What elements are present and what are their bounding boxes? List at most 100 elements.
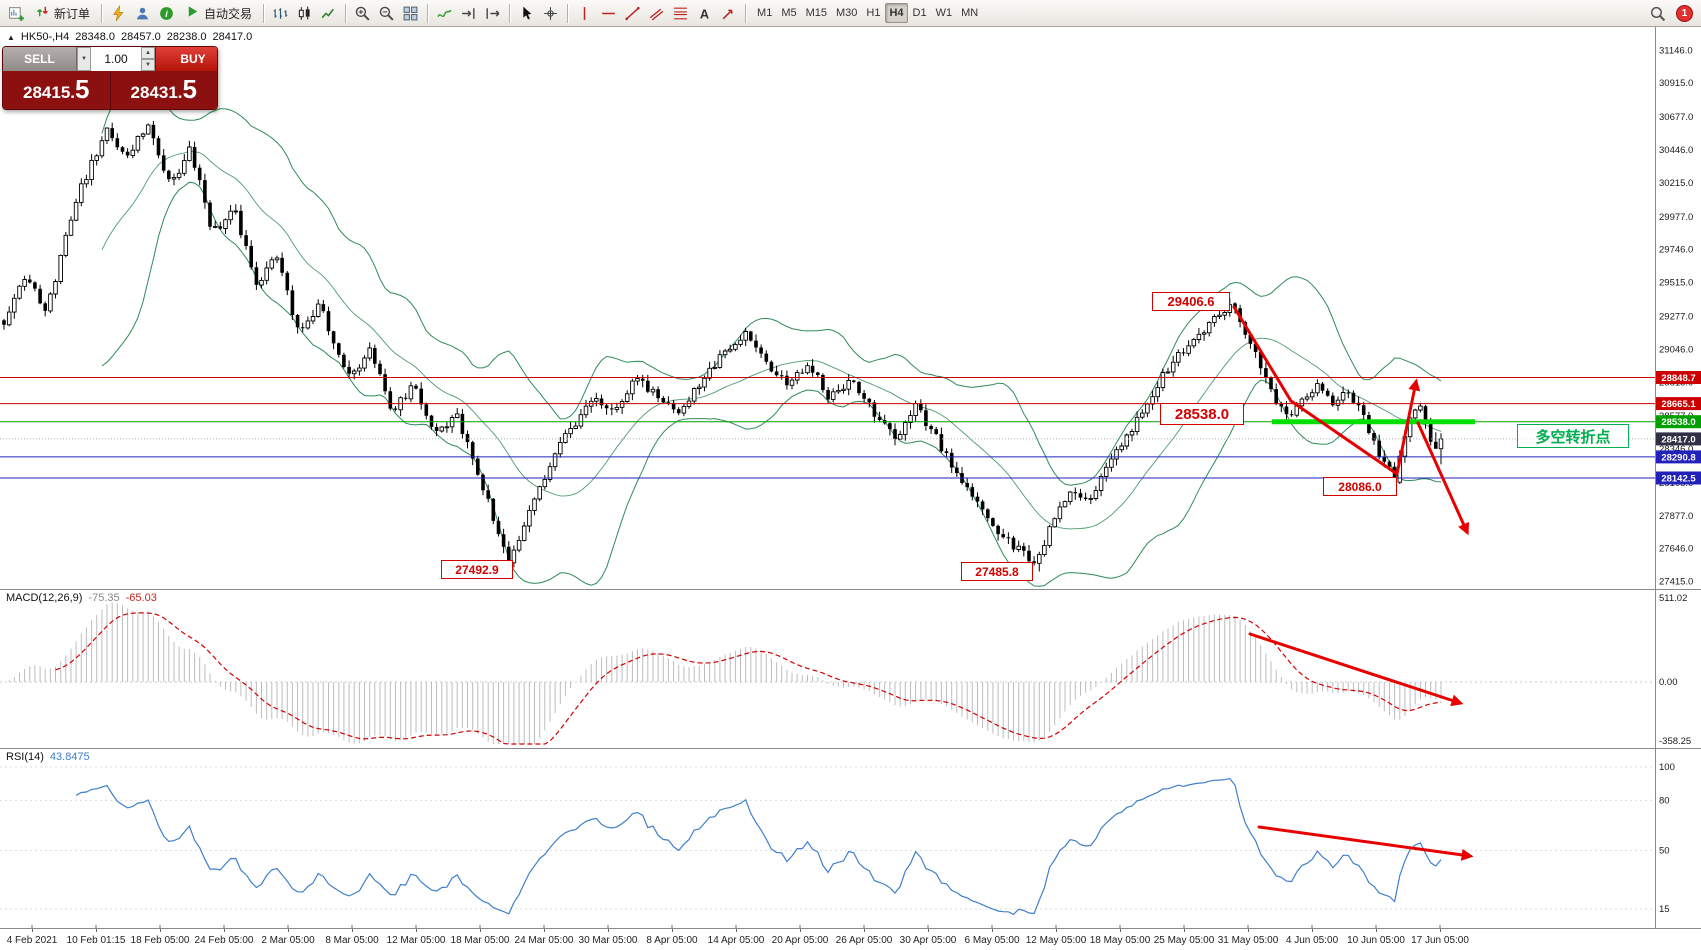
ohlc-high: 28457.0 (120, 31, 161, 43)
toolbar-separator (345, 3, 347, 23)
volume-decrease-button[interactable]: ▼ (77, 47, 91, 71)
time-axis-tick (864, 929, 865, 932)
volume-decrease-button-2[interactable]: ▼ (141, 59, 155, 71)
svg-text:29977.0: 29977.0 (1659, 212, 1693, 223)
auto-scroll-icon[interactable] (457, 2, 480, 24)
time-axis-tick (736, 929, 737, 932)
timeframe-h4-button[interactable]: H4 (885, 3, 908, 23)
svg-text:28142.5: 28142.5 (1661, 474, 1696, 485)
svg-text:30915.0: 30915.0 (1659, 78, 1693, 89)
timeframe-m1-button[interactable]: M1 (753, 3, 776, 23)
pivot-note[interactable]: 多空转折点 (1517, 424, 1629, 448)
time-axis-label: 18 Mar 05:00 (450, 935, 510, 946)
svg-text:30215.0: 30215.0 (1659, 178, 1693, 189)
arrows-tool-icon[interactable] (717, 2, 740, 24)
volume-increase-button[interactable]: ▲ (141, 47, 155, 59)
volume-spinner-left: ▼ (77, 47, 91, 71)
notification-badge[interactable]: 1 (1676, 4, 1693, 22)
line-chart-icon[interactable] (317, 2, 340, 24)
key-level-label[interactable]: 28538.0 (1160, 403, 1244, 425)
autotrade-button[interactable]: 自动交易 (179, 2, 258, 24)
time-axis-tick (160, 929, 161, 932)
svg-text:A: A (700, 6, 709, 21)
metaeditor-lightning-icon[interactable] (107, 2, 130, 24)
candle-chart-icon[interactable] (293, 2, 316, 24)
timeframe-h1-button[interactable]: H1 (862, 3, 884, 23)
time-axis-label: 24 Feb 05:00 (194, 935, 254, 946)
pullback-low-label[interactable]: 28086.0 (1323, 477, 1397, 496)
timeframe-m30-button[interactable]: M30 (832, 3, 861, 23)
march-low-label[interactable]: 27492.9 (441, 560, 513, 579)
buy-button[interactable]: BUY (155, 47, 217, 71)
svg-text:29046.0: 29046.0 (1659, 344, 1693, 355)
time-axis-tick (800, 929, 801, 932)
zoom-in-icon[interactable] (351, 2, 374, 24)
symbol-info: ▲ HK50-,H4 28348.0 28457.0 28238.0 28417… (7, 31, 252, 43)
toolbar-main: 新订单 i 自动交易 A M1 M5 M15 M30 H1 H4 D1 W1 MN (5, 2, 982, 24)
buy-price-display[interactable]: 28431. 5 (130, 74, 197, 104)
time-axis-label: 10 Jun 05:00 (1347, 935, 1405, 946)
trade-panel-prices: 28415. 5 28431. 5 (3, 71, 217, 109)
horizontal-line-icon[interactable] (597, 2, 620, 24)
swing-high-label[interactable]: 29406.6 (1152, 292, 1230, 311)
timeframe-m15-button[interactable]: M15 (802, 3, 831, 23)
cursor-icon[interactable] (515, 2, 538, 24)
indicators-icon[interactable] (433, 2, 456, 24)
time-axis[interactable]: 4 Feb 2021 10 Feb 01:15 18 Feb 05:00 24 Feb… (0, 928, 1701, 950)
time-axis-label: 30 Mar 05:00 (578, 935, 638, 946)
fibonacci-icon[interactable] (669, 2, 692, 24)
toolbar: 新订单 i 自动交易 A M1 M5 M15 M30 H1 H4 D1 W1 MN 1 (0, 0, 1701, 27)
trendline-icon[interactable] (621, 2, 644, 24)
time-axis-label: 2 Mar 05:00 (261, 935, 315, 946)
svg-text:27415.0: 27415.0 (1659, 577, 1693, 588)
order-arrows-icon (35, 4, 50, 22)
search-icon[interactable] (1646, 2, 1669, 24)
toolbar-right: 1 (1646, 2, 1696, 24)
zoom-out-icon[interactable] (375, 2, 398, 24)
time-axis-tick (1184, 929, 1185, 932)
ohlc-close: 28417.0 (212, 31, 253, 43)
trade-panel-controls: SELL ▼ ▲ ▼ BUY (3, 47, 217, 71)
volume-spinner-right: ▲ ▼ (141, 47, 155, 71)
timeframe-m5-button[interactable]: M5 (777, 3, 800, 23)
time-axis-tick (1312, 929, 1313, 932)
sell-price-display[interactable]: 28415. 5 (3, 71, 111, 109)
time-axis-tick (608, 929, 609, 932)
svg-text:30446.0: 30446.0 (1659, 145, 1693, 156)
sell-button[interactable]: SELL (3, 47, 77, 71)
market-info-icon[interactable]: i (155, 2, 178, 24)
svg-text:27646.0: 27646.0 (1659, 544, 1693, 555)
svg-text:30677.0: 30677.0 (1659, 112, 1693, 123)
time-axis-tick (1440, 929, 1441, 932)
collapse-arrow-icon[interactable]: ▲ (7, 32, 15, 42)
time-axis-label: 17 Jun 05:00 (1411, 935, 1469, 946)
toolbar-separator (509, 3, 511, 23)
bar-chart-icon[interactable] (269, 2, 292, 24)
chart-shift-icon[interactable] (481, 2, 504, 24)
timeframe-d1-button[interactable]: D1 (909, 3, 931, 23)
new-order-button[interactable]: 新订单 (29, 2, 96, 24)
svg-text:80: 80 (1659, 795, 1670, 806)
new-chart-icon[interactable] (5, 2, 28, 24)
one-click-trading-panel: SELL ▼ ▲ ▼ BUY 28415.5 28431.5 (2, 46, 218, 110)
tile-windows-icon[interactable] (399, 2, 422, 24)
time-axis-label: 6 May 05:00 (964, 935, 1020, 946)
volume-input[interactable] (91, 47, 141, 71)
vertical-line-icon[interactable] (573, 2, 596, 24)
time-axis-label: 10 Feb 01:15 (66, 935, 126, 946)
may-low-label[interactable]: 27485.8 (961, 562, 1033, 581)
time-axis-label: 30 Apr 05:00 (899, 935, 957, 946)
time-axis-tick (480, 929, 481, 932)
volume-control: ▼ ▲ ▼ (77, 47, 155, 71)
channel-icon[interactable] (645, 2, 668, 24)
profile-icon[interactable] (131, 2, 154, 24)
chart-canvas[interactable]: 31146.0 30915.0 30677.0 30446.0 30215.0 29977… (0, 27, 1701, 950)
crosshair-icon[interactable] (539, 2, 562, 24)
svg-text:100: 100 (1659, 762, 1675, 773)
timeframe-mn-button[interactable]: MN (957, 3, 982, 23)
svg-text:28848.7: 28848.7 (1661, 373, 1695, 384)
text-tool-icon[interactable]: A (693, 2, 716, 24)
time-axis-label: 4 Feb 2021 (6, 935, 58, 946)
timeframe-w1-button[interactable]: W1 (932, 3, 957, 23)
